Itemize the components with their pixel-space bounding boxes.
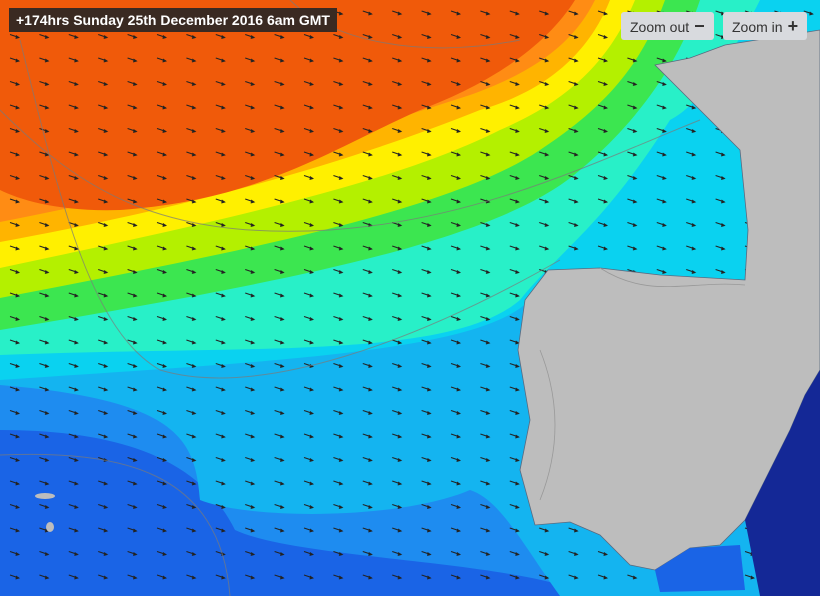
borders <box>539 267 746 501</box>
forecast-timestamp: +174hrs Sunday 25th December 2016 6am GM… <box>9 8 337 32</box>
alboran-sea <box>655 545 745 592</box>
minus-icon: − <box>694 16 705 36</box>
island <box>46 522 54 532</box>
zoom-out-button[interactable]: Zoom out − <box>621 12 714 40</box>
plus-icon: + <box>787 16 799 36</box>
zoom-out-label: Zoom out <box>630 19 690 35</box>
mediterranean <box>745 370 820 596</box>
island <box>35 493 55 499</box>
zoom-in-label: Zoom in <box>732 19 783 35</box>
zoom-in-button[interactable]: Zoom in + <box>723 12 808 40</box>
